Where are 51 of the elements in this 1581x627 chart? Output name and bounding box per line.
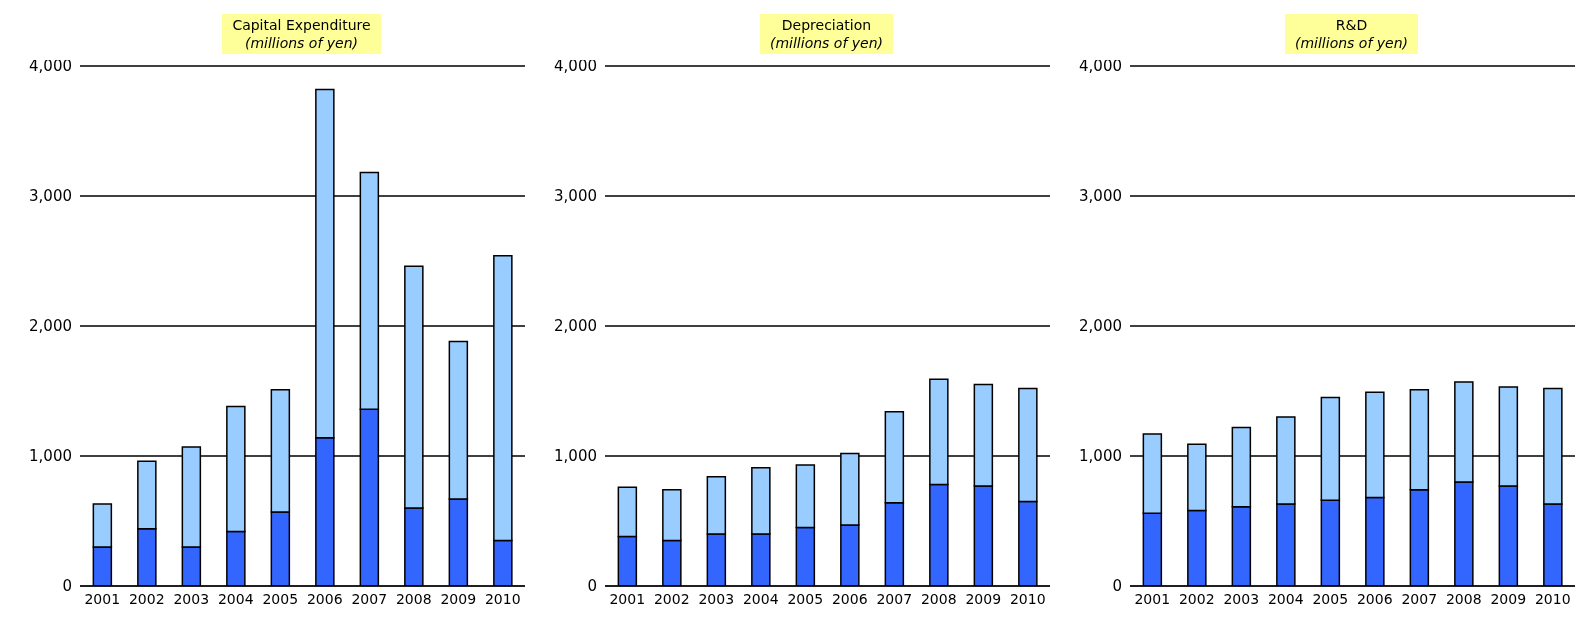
y-tick-label: 2,000 [1079, 317, 1122, 335]
x-tick-label: 2010 [1534, 590, 1571, 607]
x-tick-label: 2008 [920, 590, 957, 607]
x-tick-label: 2010 [1009, 590, 1046, 607]
chart-title: Capital Expenditure [232, 16, 371, 34]
x-tick-label: 2003 [1223, 590, 1260, 607]
x-tick-label: 2008 [395, 590, 432, 607]
x-tick-label: 2007 [351, 590, 388, 607]
y-tick-label: 0 [62, 577, 72, 595]
x-tick-label: 2007 [1401, 590, 1438, 607]
x-tick-label: 2009 [1490, 590, 1527, 607]
y-tick-label: 4,000 [1079, 57, 1122, 75]
x-tick-label: 2001 [84, 590, 121, 607]
y-tick-label: 3,000 [1079, 187, 1122, 205]
y-tick-label: 0 [587, 577, 597, 595]
chart-subtitle: (millions of yen) [769, 34, 884, 52]
x-tick-label: 2003 [698, 590, 735, 607]
x-tick-label: 2002 [653, 590, 690, 607]
x-tick-label: 2004 [742, 590, 779, 607]
y-tick-label: 1,000 [1079, 447, 1122, 465]
x-tick-label: 2001 [609, 590, 646, 607]
x-tick-label: 2004 [217, 590, 254, 607]
x-tick-label: 2005 [1312, 590, 1349, 607]
x-tick-label: 2008 [1445, 590, 1482, 607]
x-tick-label: 2001 [1134, 590, 1171, 607]
y-tick-label: 1,000 [554, 447, 597, 465]
x-tick-label: 2009 [965, 590, 1002, 607]
x-tick-label: 2010 [484, 590, 521, 607]
x-tick-label: 2006 [831, 590, 868, 607]
x-tick-label: 2003 [173, 590, 210, 607]
x-tick-label: 2004 [1267, 590, 1304, 607]
chart-title: R&D [1334, 16, 1369, 34]
x-tick-label: 2006 [306, 590, 343, 607]
x-tick-label: 2006 [1356, 590, 1393, 607]
x-tick-label: 2002 [128, 590, 165, 607]
y-tick-label: 1,000 [29, 447, 72, 465]
y-tick-label: 3,000 [29, 187, 72, 205]
x-tick-label: 2005 [262, 590, 299, 607]
x-tick-label: 2002 [1178, 590, 1215, 607]
x-tick-label: 2009 [440, 590, 477, 607]
x-tick-label: 2007 [876, 590, 913, 607]
y-tick-label: 3,000 [554, 187, 597, 205]
x-tick-label: 2005 [787, 590, 824, 607]
chart-subtitle: (millions of yen) [244, 34, 359, 52]
y-tick-label: 2,000 [29, 317, 72, 335]
y-tick-label: 4,000 [29, 57, 72, 75]
y-tick-label: 2,000 [554, 317, 597, 335]
y-tick-label: 4,000 [554, 57, 597, 75]
chart-subtitle: (millions of yen) [1294, 34, 1409, 52]
y-tick-label: 0 [1112, 577, 1122, 595]
chart-title: Depreciation [780, 16, 873, 34]
